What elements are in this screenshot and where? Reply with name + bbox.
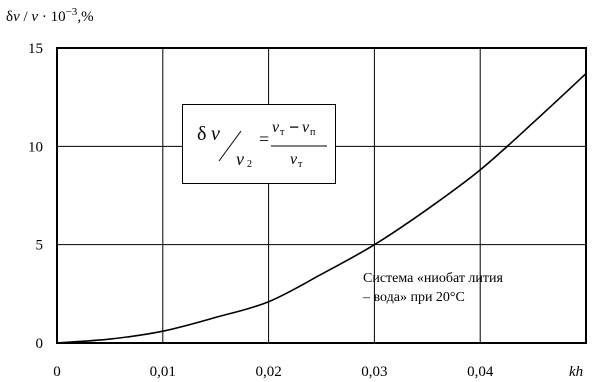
y-label-delta: δ — [6, 9, 14, 25]
annotation: Система «ниобат лития – вода» при 20°С — [363, 269, 503, 307]
formula-minus: − — [289, 117, 300, 137]
formula-num-v1-sub: т — [280, 127, 285, 138]
formula-equals: = — [259, 129, 270, 149]
annotation-line-1: Система «ниобат лития — [363, 271, 503, 286]
y-label-multiplier: · 10 — [38, 9, 66, 25]
formula-fraction-bar — [271, 145, 327, 147]
y-label-slash: / — [19, 9, 32, 25]
x-tick-labels: 0 0,01 0,02 0,03 0,04 — [53, 364, 494, 380]
y-tick-label: 10 — [28, 139, 43, 155]
formula-num-v1: v — [272, 119, 280, 136]
y-label-exponent: −3 — [65, 6, 78, 18]
y-tick-label: 15 — [28, 41, 43, 57]
formula-delta: δ — [197, 123, 207, 145]
formula-slash — [218, 130, 242, 162]
formula-num-v2: v — [302, 119, 310, 136]
formula-den-v: v — [290, 151, 298, 168]
formula-box: δ v ⁄ v 2 = v т − v п v т — [182, 104, 336, 184]
y-label-v1: v — [13, 9, 20, 25]
x-tick-label: 0,01 — [150, 364, 176, 380]
grid-lines — [57, 48, 586, 343]
annotation-line-2: – вода» при 20°С — [363, 290, 465, 305]
formula-den-sub: т — [298, 159, 303, 170]
y-label-unit: ,% — [77, 9, 94, 25]
x-tick-label: 0 — [53, 364, 61, 380]
formula-v2-sub: 2 — [247, 159, 252, 170]
y-axis-label: δv / v · 10−3,% — [6, 6, 94, 26]
x-axis-label: kh — [569, 364, 583, 380]
formula-v2: v — [236, 149, 244, 169]
y-tick-labels: 0 5 10 15 — [28, 41, 43, 352]
x-tick-label: 0,03 — [361, 364, 387, 380]
plot-area-border — [56, 47, 587, 344]
x-tick-label: 0,04 — [467, 364, 494, 380]
y-label-v2: v — [31, 9, 39, 25]
formula-num-v2-sub: п — [310, 127, 316, 138]
y-tick-label: 0 — [36, 336, 44, 352]
formula-v: v — [211, 123, 220, 145]
series-line — [56, 73, 587, 344]
x-tick-label: 0,02 — [255, 364, 281, 380]
y-tick-label: 5 — [36, 238, 44, 254]
